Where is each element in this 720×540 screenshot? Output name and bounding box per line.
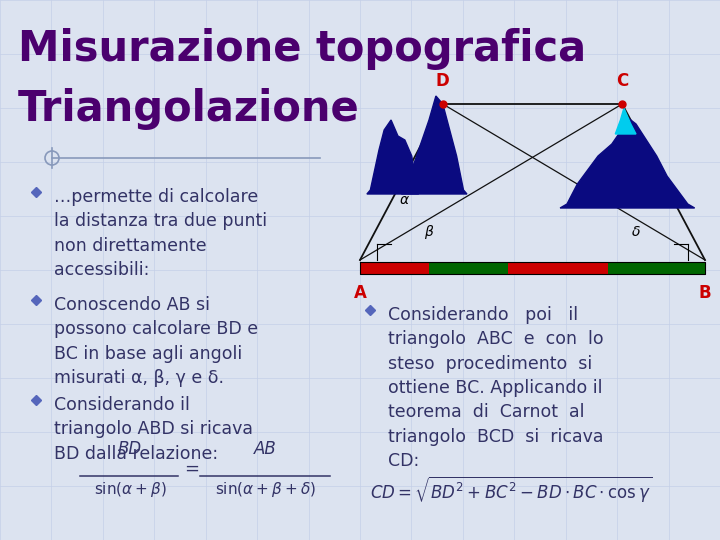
- Text: AB: AB: [253, 440, 276, 458]
- Bar: [429, 262, 508, 274]
- Text: Conoscendo AB si
possono calcolare BD e
BC in base agli angoli
misurati α, β, γ : Conoscendo AB si possono calcolare BD e …: [54, 296, 258, 387]
- Bar: [360, 262, 429, 274]
- Text: A: A: [354, 284, 366, 302]
- Text: $\alpha$: $\alpha$: [400, 193, 410, 207]
- Bar: [608, 262, 705, 274]
- Text: Misurazione topografica: Misurazione topografica: [18, 28, 586, 70]
- Text: $\gamma$: $\gamma$: [654, 192, 665, 207]
- Text: BD: BD: [118, 440, 142, 458]
- Text: $\beta$: $\beta$: [424, 223, 434, 241]
- Text: $\delta$: $\delta$: [631, 225, 641, 239]
- Text: =: =: [184, 460, 199, 478]
- Text: $\sin(\alpha + \beta + \delta)$: $\sin(\alpha + \beta + \delta)$: [215, 480, 315, 499]
- Text: $CD = \sqrt{BD^2 + BC^2 - BD \cdot BC \cdot \cos\gamma}$: $CD = \sqrt{BD^2 + BC^2 - BD \cdot BC \c…: [370, 475, 652, 505]
- Text: $\sin(\alpha + \beta)$: $\sin(\alpha + \beta)$: [94, 480, 166, 499]
- Polygon shape: [367, 120, 418, 194]
- Polygon shape: [560, 116, 695, 208]
- Polygon shape: [402, 96, 467, 194]
- Text: D: D: [436, 72, 450, 90]
- Polygon shape: [616, 108, 636, 134]
- Text: Considerando il
triangolo ABD si ricava
BD dalla relazione:: Considerando il triangolo ABD si ricava …: [54, 396, 253, 463]
- Text: Considerando   poi   il
triangolo  ABC  e  con  lo
steso  procedimento  si
ottie: Considerando poi il triangolo ABC e con …: [388, 306, 603, 470]
- Text: …permette di calcolare
la distanza tra due punti
non direttamente
accessibili:: …permette di calcolare la distanza tra d…: [54, 188, 267, 279]
- Text: C: C: [616, 72, 629, 90]
- Bar: [508, 262, 608, 274]
- Text: B: B: [698, 284, 711, 302]
- Text: Triangolazione: Triangolazione: [18, 88, 360, 130]
